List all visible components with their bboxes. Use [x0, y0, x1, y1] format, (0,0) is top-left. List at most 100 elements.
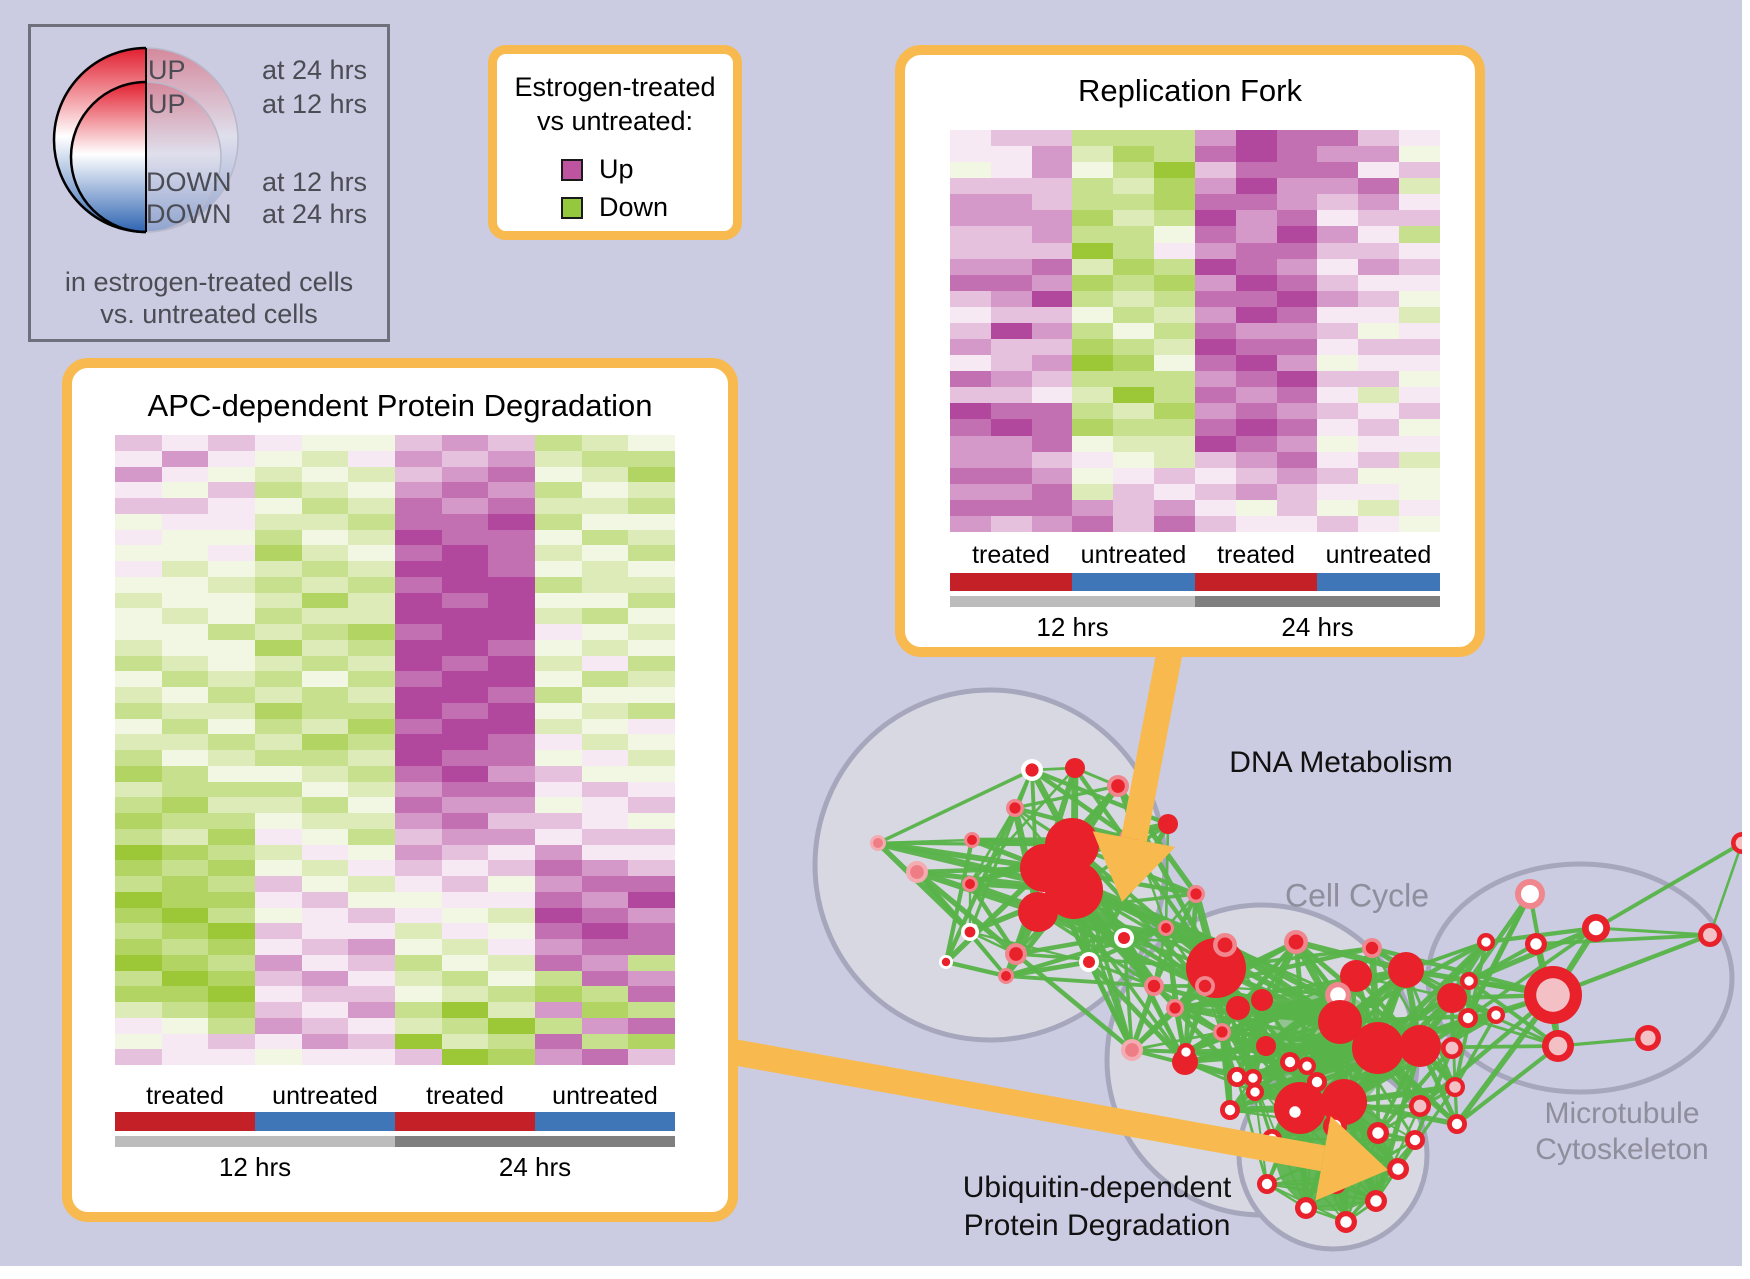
- heatmap-cell: [1235, 403, 1277, 420]
- heatmap-cell: [581, 545, 629, 561]
- network-node: [1226, 996, 1250, 1020]
- heatmap-cell: [255, 576, 302, 593]
- heatmap-cell: [255, 797, 302, 813]
- heatmap-cell: [1399, 162, 1440, 179]
- network-node: [1481, 937, 1491, 947]
- heatmap-cell: [1031, 194, 1073, 211]
- heatmap-cell: [348, 844, 395, 861]
- heatmap-cell: [628, 608, 675, 624]
- network-node: [1300, 1202, 1312, 1214]
- heatmap-cell: [115, 561, 162, 577]
- heatmap-cell: [950, 258, 991, 275]
- heatmap-cell: [395, 860, 442, 876]
- heatmap-cell: [628, 592, 675, 609]
- heatmap-cell: [1317, 274, 1359, 291]
- heatmap-cell: [1358, 322, 1400, 340]
- heatmap-cell: [628, 876, 675, 892]
- heatmap-cell: [255, 702, 302, 719]
- heatmap-cell: [348, 435, 395, 451]
- network-node: [1125, 1043, 1139, 1057]
- heatmap-cell: [208, 608, 255, 624]
- heatmap-cell: [301, 765, 349, 782]
- heatmap-cell: [1235, 355, 1277, 372]
- heatmap-cell: [950, 499, 991, 516]
- network-node: [967, 835, 977, 845]
- heatmap-cell: [161, 435, 209, 451]
- heatmap-cell: [161, 939, 209, 955]
- network-node: [1372, 1127, 1384, 1139]
- heatmap-cell: [208, 702, 255, 719]
- heatmap-cell: [115, 450, 162, 467]
- heatmap-cell: [208, 624, 255, 640]
- heatmap-cell: [348, 954, 395, 971]
- heatmap-cell: [115, 435, 162, 451]
- heatmap-cell: [161, 907, 209, 924]
- heatmap-cell: [161, 592, 209, 609]
- heatmap-cell: [581, 828, 629, 845]
- heatmap-cell: [208, 1002, 255, 1018]
- heatmap-cell: [1113, 130, 1155, 147]
- heatmap-cell: [395, 939, 442, 955]
- heatmap-cell: [1358, 483, 1400, 500]
- heatmap-cell: [1317, 226, 1359, 243]
- heatmap-cell: [628, 576, 675, 593]
- heatmap-cell: [1031, 306, 1073, 323]
- heatmap-cell: [1072, 467, 1114, 484]
- heatmap-cell: [1113, 355, 1155, 372]
- heatmap-cell: [161, 797, 209, 813]
- heatmap-cell: [1031, 419, 1073, 436]
- heatmap-cell: [535, 954, 582, 971]
- heatmap-cell: [208, 734, 255, 750]
- heatmap-cell: [950, 162, 991, 179]
- heatmap-cell: [535, 907, 582, 924]
- heatmap-cell: [581, 876, 629, 892]
- heatmap-cell: [1235, 290, 1277, 307]
- heatmap-cell: [535, 671, 582, 687]
- heatmap-cell: [488, 435, 535, 451]
- heatmap-cell: [115, 466, 162, 483]
- heatmap-cell: [1317, 130, 1359, 147]
- network-node: [1251, 989, 1273, 1011]
- network-node: [1392, 1163, 1404, 1175]
- heatmap-cell: [950, 451, 991, 468]
- network-edge: [1164, 823, 1170, 929]
- heatmap-cell: [1154, 274, 1195, 291]
- heatmap-cell: [488, 1049, 535, 1065]
- heatmap-cell: [161, 1033, 209, 1050]
- estrogen-legend-box: Estrogen-treated vs untreated: Up Down: [488, 45, 742, 240]
- heatmap-cell: [115, 576, 162, 593]
- heatmap-cell: [581, 435, 629, 451]
- heatmap-cell: [208, 813, 255, 829]
- heatmap-cell: [115, 986, 162, 1002]
- heatmap-cell: [161, 923, 209, 939]
- network-node: [1261, 1178, 1273, 1190]
- heatmap-cell: [581, 781, 629, 798]
- heatmap-cell: [1031, 178, 1073, 195]
- heatmap-cell: [628, 907, 675, 924]
- heatmap-cell: [161, 671, 209, 687]
- heatmap-cell: [1317, 355, 1359, 372]
- heatmap-cell: [1276, 210, 1318, 227]
- heatmap-cell: [441, 687, 489, 703]
- network-node: [1190, 888, 1202, 900]
- heatmap-cell: [348, 529, 395, 546]
- network-node: [1147, 979, 1161, 993]
- network-node: [1284, 1056, 1296, 1068]
- heatmap-cell: [1113, 274, 1155, 291]
- heatmap-cell: [1031, 258, 1073, 275]
- heatmap-cell: [1276, 467, 1318, 484]
- heatmap-cell: [115, 1033, 162, 1050]
- heatmap-cell: [348, 860, 395, 876]
- network-node: [1231, 1071, 1243, 1083]
- heatmap-cell: [1358, 355, 1400, 372]
- heatmap-cell: [348, 907, 395, 924]
- heatmap-cell: [535, 655, 582, 672]
- heatmap-cell: [1317, 194, 1359, 211]
- heatmap-cell: [1358, 226, 1400, 243]
- heatmap-cell: [255, 781, 302, 798]
- heatmap-cell: [1399, 355, 1440, 372]
- heatmap-cell: [628, 939, 675, 955]
- heatmap-cell: [950, 371, 991, 388]
- apc-group-label-treated-24: treated: [426, 1082, 504, 1110]
- heatmap-cell: [1113, 515, 1155, 532]
